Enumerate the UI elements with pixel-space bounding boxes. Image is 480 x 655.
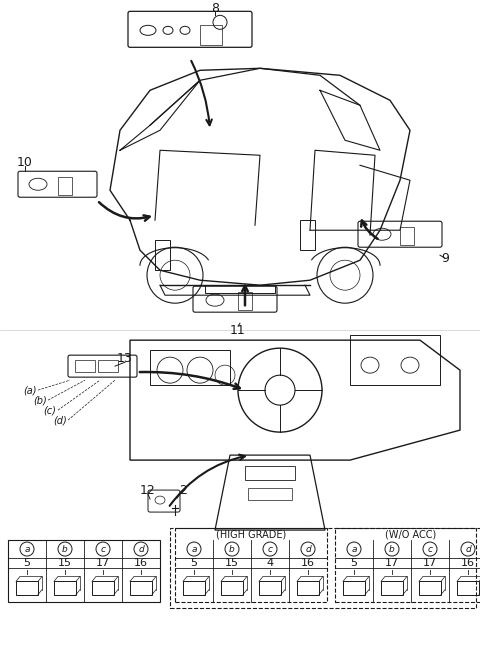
Text: 17: 17	[385, 558, 399, 568]
Bar	[54, 582, 76, 595]
Bar	[175, 528, 327, 602]
Bar	[155, 240, 170, 271]
Bar	[150, 350, 230, 385]
Bar	[343, 582, 365, 595]
Text: d: d	[138, 544, 144, 553]
Bar	[297, 582, 319, 595]
Bar	[58, 178, 72, 195]
Text: 15: 15	[58, 558, 72, 568]
Bar	[350, 335, 440, 385]
Text: d: d	[305, 544, 311, 553]
Text: 17: 17	[423, 558, 437, 568]
Text: (W/O ACC): (W/O ACC)	[385, 529, 437, 539]
Text: 4: 4	[266, 558, 274, 568]
Bar	[300, 220, 315, 250]
Text: (c): (c)	[44, 405, 57, 415]
Text: 16: 16	[461, 558, 475, 568]
Text: a: a	[191, 544, 197, 553]
Bar	[75, 360, 95, 372]
Text: a: a	[24, 544, 30, 553]
Bar	[457, 582, 479, 595]
Bar	[92, 582, 114, 595]
Text: c: c	[267, 544, 273, 553]
Text: d: d	[465, 544, 471, 553]
Bar	[238, 292, 252, 310]
Text: 2: 2	[179, 483, 187, 496]
Text: 5: 5	[191, 558, 197, 568]
Bar	[98, 360, 118, 372]
Bar	[221, 582, 243, 595]
Text: 11: 11	[230, 324, 246, 337]
Text: 17: 17	[96, 558, 110, 568]
Text: 16: 16	[301, 558, 315, 568]
Bar	[170, 528, 476, 608]
Text: (d): (d)	[53, 415, 67, 425]
Bar	[183, 582, 205, 595]
Bar	[205, 285, 275, 293]
Bar	[419, 582, 441, 595]
Bar	[335, 528, 480, 602]
Bar	[259, 582, 281, 595]
Bar	[245, 466, 295, 480]
Text: c: c	[100, 544, 106, 553]
Bar	[130, 582, 152, 595]
Bar	[400, 227, 414, 245]
Bar	[8, 540, 160, 602]
Text: 16: 16	[134, 558, 148, 568]
Bar	[16, 582, 38, 595]
Text: 9: 9	[441, 252, 449, 265]
Text: b: b	[389, 544, 395, 553]
Text: a: a	[351, 544, 357, 553]
Text: 10: 10	[17, 156, 33, 169]
Bar	[381, 582, 403, 595]
Text: 5: 5	[24, 558, 31, 568]
Text: 5: 5	[350, 558, 358, 568]
Text: (b): (b)	[33, 395, 47, 405]
Text: 12: 12	[140, 483, 156, 496]
Text: c: c	[428, 544, 432, 553]
Text: b: b	[229, 544, 235, 553]
Text: b: b	[62, 544, 68, 553]
Text: (HIGH GRADE): (HIGH GRADE)	[216, 529, 286, 539]
Bar	[248, 488, 292, 500]
Bar	[200, 26, 222, 45]
Text: 8: 8	[211, 2, 219, 15]
Text: 15: 15	[225, 558, 239, 568]
Text: 13: 13	[117, 352, 133, 365]
Text: (a): (a)	[23, 385, 37, 395]
